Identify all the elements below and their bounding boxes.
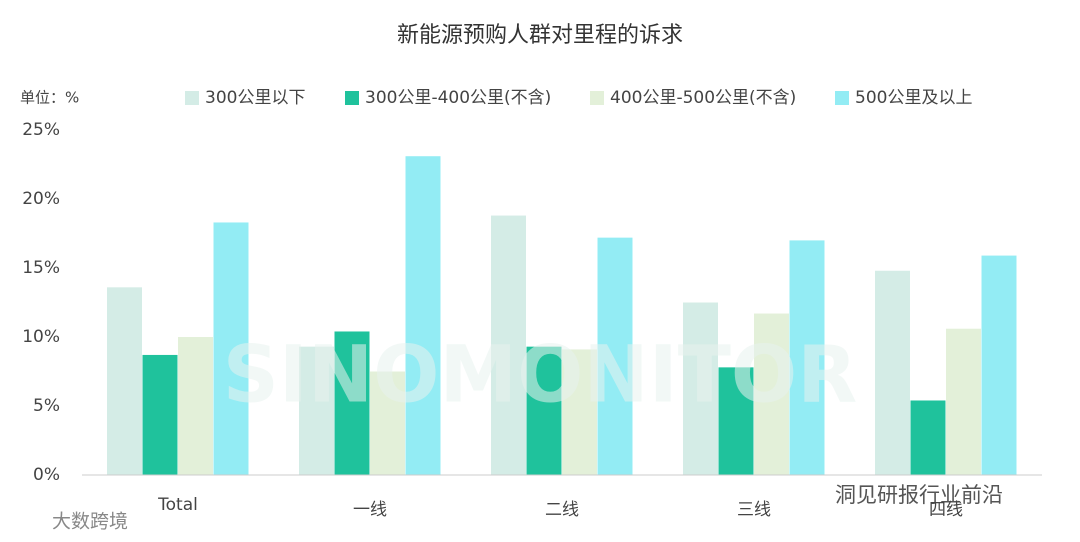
- bar: [334, 331, 370, 475]
- bar: [370, 371, 405, 475]
- legend-swatch: [345, 91, 359, 105]
- chart-title: 新能源预购人群对里程的诉求: [397, 23, 683, 48]
- x-tick-label: 四线: [929, 500, 963, 520]
- legend-label: 300公里以下: [205, 88, 305, 108]
- y-tick-label: 0%: [33, 465, 60, 485]
- bar: [562, 349, 597, 475]
- y-tick-label: 15%: [22, 258, 60, 278]
- y-tick-label: 20%: [22, 189, 60, 209]
- bar: [142, 354, 178, 475]
- bar: [299, 346, 334, 475]
- legend-label: 300公里-400公里(不含): [365, 88, 551, 108]
- y-tick-label: 5%: [33, 396, 60, 416]
- x-tick-label: 一线: [353, 500, 387, 520]
- bar: [526, 346, 562, 475]
- watermark: 洞见研报行业前沿: [835, 483, 1003, 507]
- watermark: SINOMONITOR: [223, 330, 858, 420]
- bar: [754, 313, 789, 475]
- legend-swatch: [835, 91, 849, 105]
- x-tick-label: Total: [157, 495, 198, 515]
- bar: [405, 156, 441, 475]
- bar: [875, 270, 910, 475]
- y-tick-label: 10%: [22, 327, 60, 347]
- x-tick-label: 二线: [545, 500, 579, 520]
- unit-label: 单位：%: [20, 89, 79, 107]
- x-tick-label: 三线: [737, 500, 771, 520]
- bar: [981, 255, 1017, 475]
- y-tick-label: 25%: [22, 120, 60, 140]
- bar: [491, 215, 526, 475]
- bar: [107, 287, 142, 475]
- bar: [789, 240, 825, 475]
- bar: [597, 237, 633, 475]
- legend-swatch: [590, 91, 604, 105]
- bar: [178, 337, 213, 475]
- legend-label: 400公里-500公里(不含): [610, 88, 796, 108]
- bar: [213, 222, 249, 475]
- legend-swatch: [185, 91, 199, 105]
- watermark: 大数跨境: [52, 511, 128, 533]
- bar: [718, 367, 754, 475]
- bar: [946, 328, 981, 475]
- bar: [683, 302, 718, 475]
- legend-label: 500公里及以上: [855, 88, 972, 108]
- bar: [910, 400, 946, 475]
